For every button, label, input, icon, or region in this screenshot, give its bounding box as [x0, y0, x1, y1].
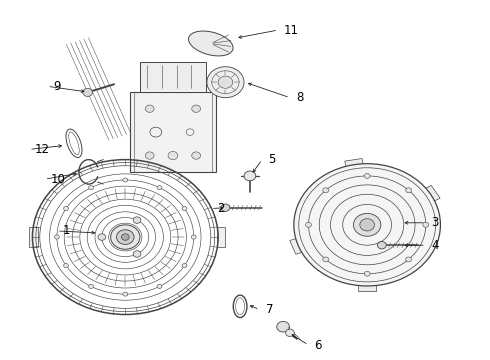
Text: 3: 3 [432, 216, 439, 229]
Circle shape [182, 207, 187, 211]
Text: 4: 4 [432, 239, 439, 252]
Circle shape [286, 329, 294, 337]
Circle shape [364, 174, 370, 178]
Circle shape [146, 105, 154, 112]
Circle shape [168, 152, 178, 159]
Circle shape [89, 284, 94, 288]
Circle shape [406, 257, 412, 262]
Circle shape [294, 164, 441, 286]
FancyBboxPatch shape [217, 227, 225, 247]
Circle shape [64, 264, 69, 267]
Text: 7: 7 [266, 303, 273, 316]
Circle shape [117, 230, 134, 244]
Circle shape [191, 235, 196, 239]
Circle shape [123, 178, 128, 182]
Text: 9: 9 [53, 80, 60, 93]
Text: 5: 5 [268, 153, 275, 166]
Circle shape [111, 225, 140, 249]
Circle shape [207, 67, 244, 98]
Circle shape [406, 188, 412, 193]
Circle shape [244, 171, 256, 181]
Circle shape [157, 284, 162, 288]
Circle shape [423, 222, 429, 227]
Polygon shape [290, 238, 305, 254]
Circle shape [306, 222, 312, 227]
Circle shape [360, 219, 374, 231]
Circle shape [323, 257, 329, 262]
Text: 11: 11 [284, 23, 299, 36]
Circle shape [377, 242, 386, 249]
FancyBboxPatch shape [29, 227, 38, 247]
Circle shape [89, 186, 94, 190]
Text: 1: 1 [63, 224, 70, 238]
Circle shape [192, 105, 200, 112]
Circle shape [353, 213, 381, 236]
Text: 12: 12 [35, 143, 50, 156]
FancyBboxPatch shape [140, 62, 206, 93]
Circle shape [221, 204, 230, 211]
Circle shape [122, 234, 129, 240]
Circle shape [64, 207, 69, 211]
Circle shape [133, 217, 141, 223]
Polygon shape [423, 185, 440, 202]
Text: 2: 2 [217, 202, 224, 215]
Polygon shape [345, 158, 364, 169]
FancyBboxPatch shape [130, 93, 216, 172]
Circle shape [123, 292, 128, 296]
Circle shape [133, 251, 141, 257]
Circle shape [98, 234, 106, 240]
Circle shape [218, 76, 233, 88]
Circle shape [277, 321, 290, 332]
Circle shape [192, 152, 200, 159]
Text: 8: 8 [296, 91, 303, 104]
Text: 6: 6 [315, 338, 322, 352]
Text: 10: 10 [50, 173, 65, 186]
Circle shape [146, 152, 154, 159]
Polygon shape [358, 283, 376, 291]
Circle shape [157, 186, 162, 190]
Circle shape [83, 88, 93, 96]
Circle shape [54, 235, 59, 239]
Ellipse shape [189, 31, 233, 56]
Circle shape [364, 271, 370, 276]
Circle shape [182, 264, 187, 267]
Circle shape [323, 188, 329, 193]
